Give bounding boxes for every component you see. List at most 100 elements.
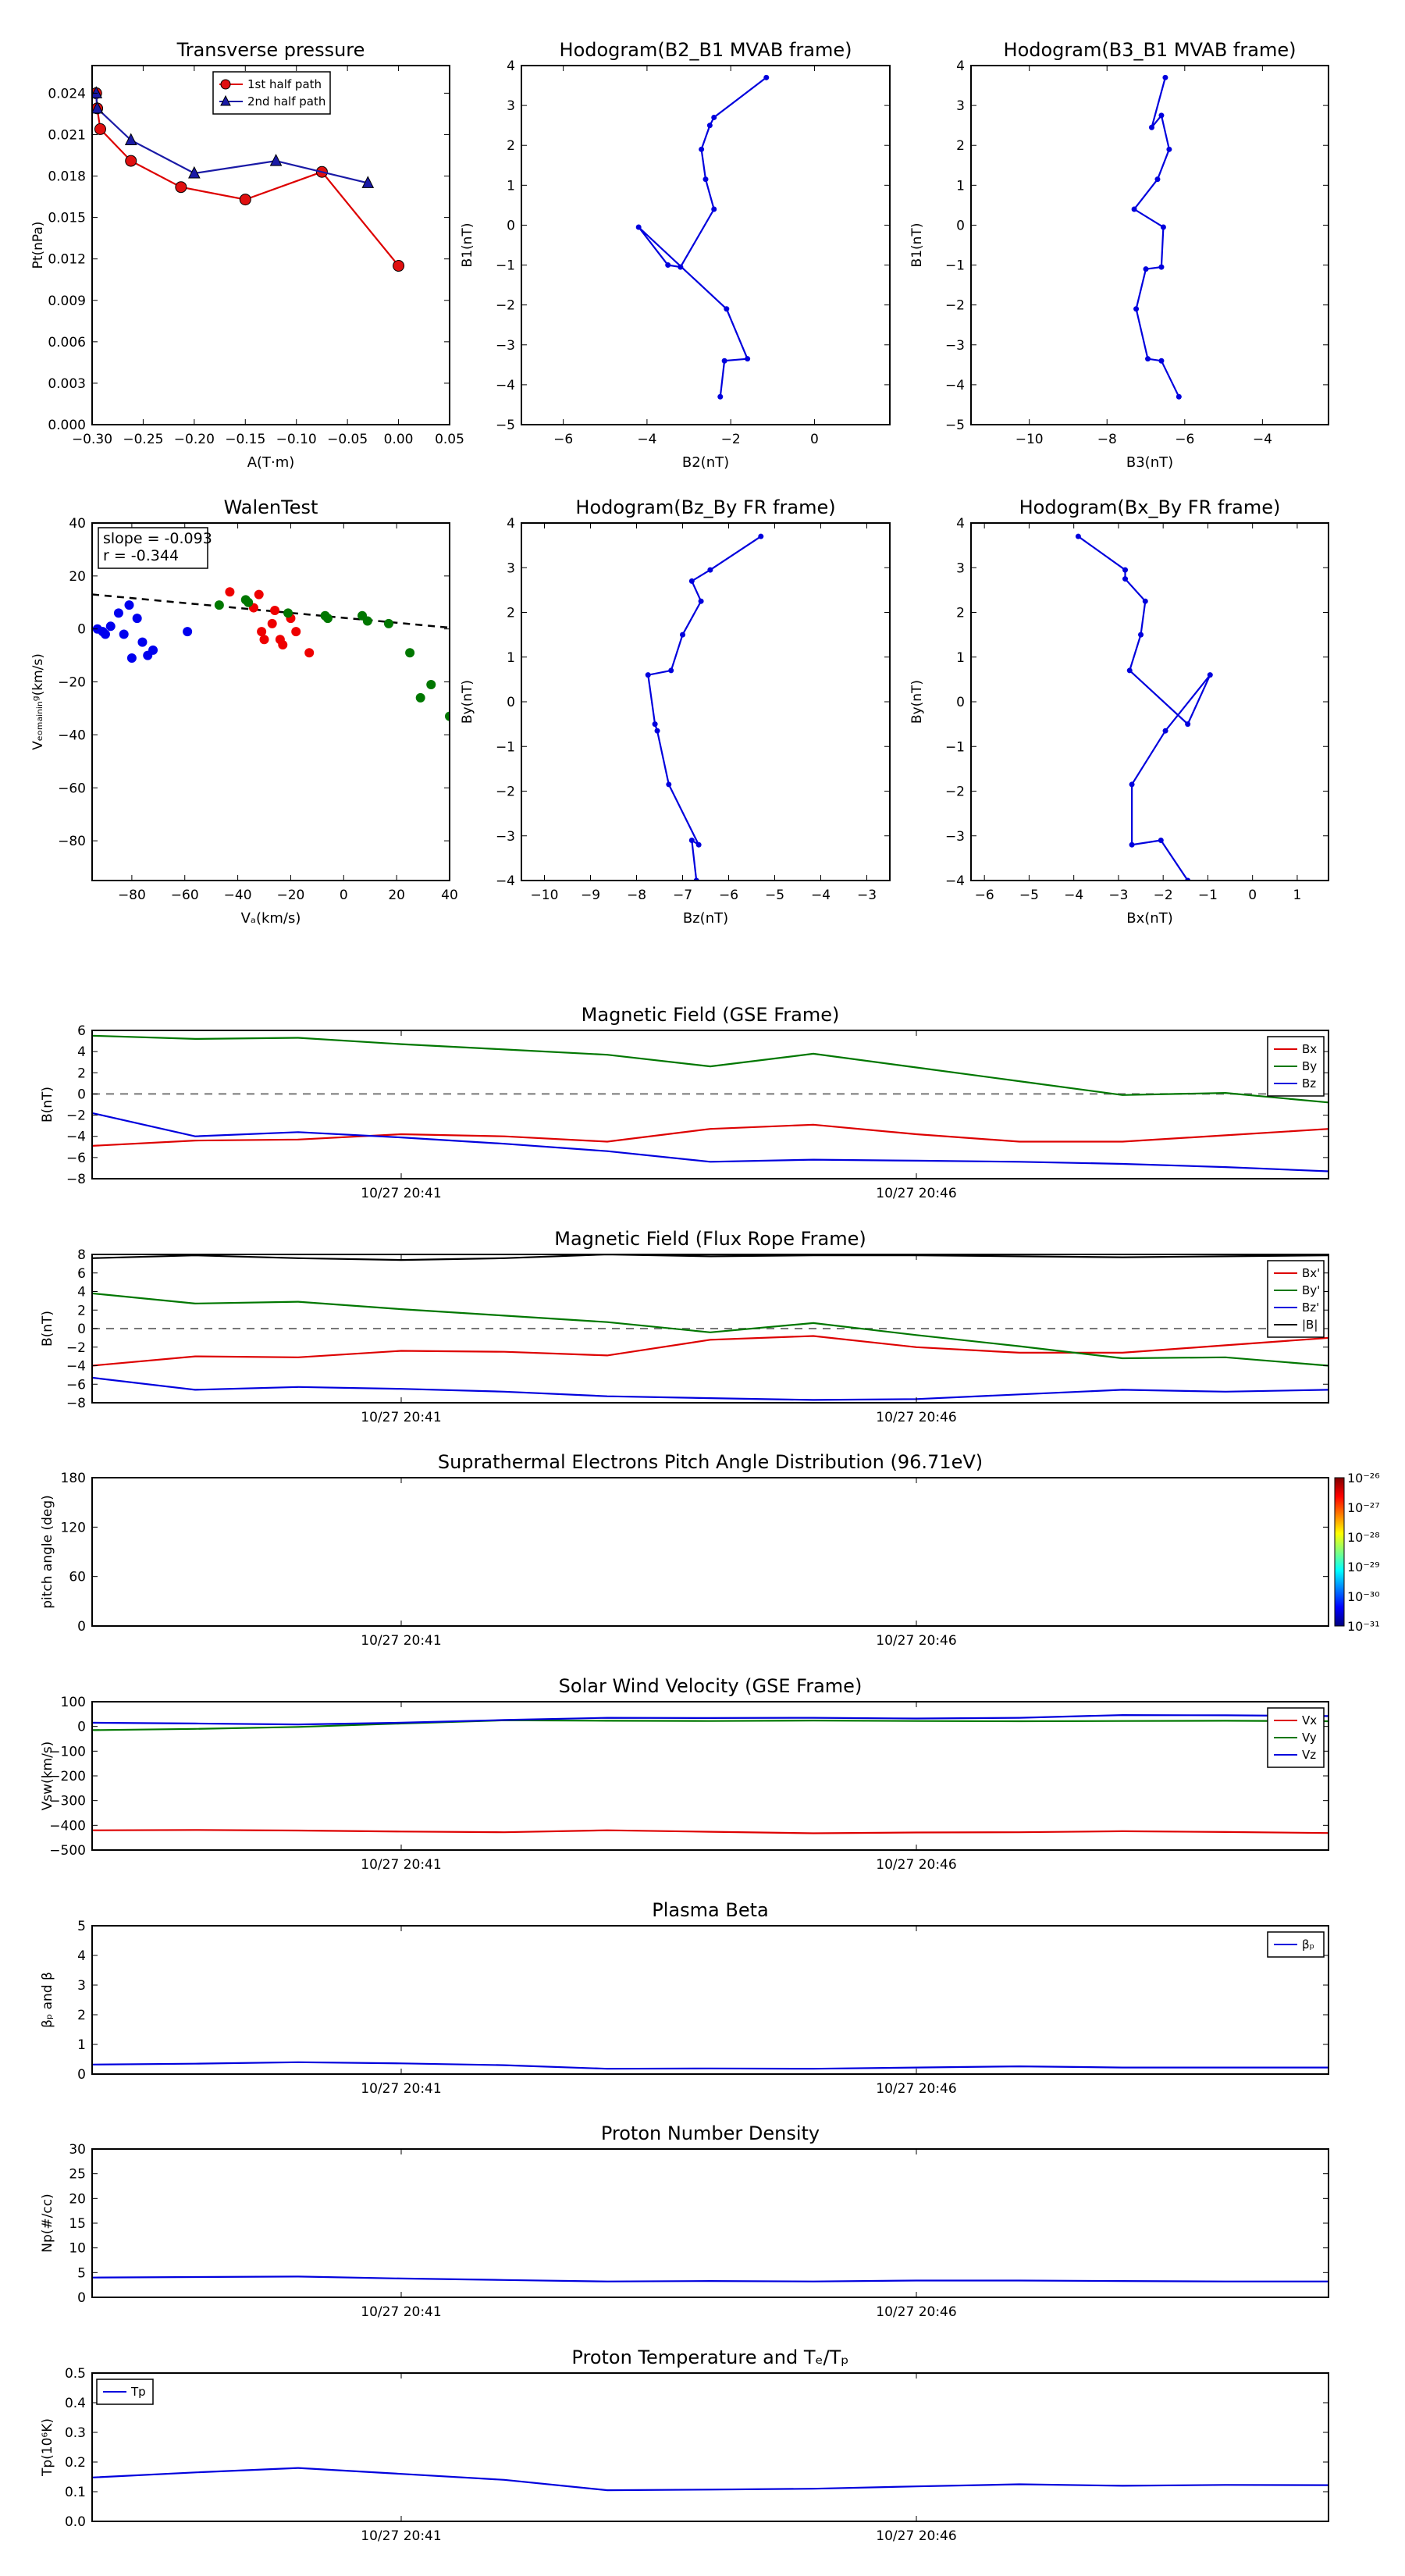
y-ticks: −8 −6 −4 −2 0 2 4 6 8	[66, 1247, 1329, 1411]
chart-title: Hodogram(B2_B1 MVAB frame)	[560, 39, 852, 61]
y-tick-label: 180	[61, 1471, 86, 1486]
scatter-point	[257, 627, 267, 637]
x-tick-label: −0.05	[327, 432, 368, 447]
scatter-point	[244, 597, 254, 607]
plot-frame	[91, 1477, 1329, 1627]
series-B3-B1	[1131, 74, 1182, 400]
series-βₚ	[92, 2061, 1329, 2070]
series-Bz	[92, 1112, 1329, 1172]
legend-label: By	[1302, 1059, 1317, 1073]
y-tick-label: 0.012	[48, 252, 86, 268]
colorbar-tick-label: 10⁻²⁹	[1347, 1560, 1380, 1574]
y-tick-label: 0	[507, 218, 515, 233]
legend-label: By'	[1302, 1283, 1320, 1297]
x-tick-label: −10	[531, 888, 559, 903]
x-tick-label: −4	[1064, 888, 1083, 903]
x-axis-label: Bx(nT)	[1126, 910, 1172, 927]
x-tick-label: 10/27 20:41	[361, 1410, 441, 1425]
x-axis-label: A(T·m)	[247, 454, 295, 471]
legend-label: Vx	[1302, 1713, 1317, 1727]
data-point	[758, 533, 764, 539]
y-tick-label: −300	[49, 1794, 86, 1809]
x-tick-label: 20	[388, 888, 405, 903]
scatter-point	[225, 587, 235, 597]
y-axis-label: Tp(10⁶K)	[40, 2418, 55, 2477]
scatter-point	[405, 648, 415, 658]
data-point	[680, 632, 685, 638]
scatter-point	[283, 608, 293, 618]
legend-item: Tp	[103, 2385, 146, 2399]
y-tick-label: −200	[49, 1769, 86, 1784]
data-point	[707, 567, 713, 573]
y-tick-label: −2	[496, 785, 515, 800]
series-line	[92, 1112, 1329, 1172]
y-tick-label: −60	[58, 781, 86, 796]
plot-area	[92, 1254, 1329, 1401]
y-tick-label: 0	[956, 695, 965, 710]
x-tick-label: −60	[171, 888, 199, 903]
x-tick-label: 40	[441, 888, 458, 903]
legend-item: Bz'	[1274, 1300, 1319, 1315]
x-tick-label: 10/27 20:41	[361, 1186, 441, 1201]
legend: Bx' By' Bz' |B|	[1267, 1260, 1325, 1338]
series-By	[92, 1034, 1329, 1104]
x-tick-label: 0	[810, 432, 819, 447]
data-point	[688, 837, 695, 843]
data-point	[1129, 841, 1135, 848]
data-point	[1160, 224, 1166, 230]
data-point	[1185, 721, 1191, 728]
data-point	[1122, 576, 1129, 582]
series-Bx-By	[1075, 533, 1213, 881]
x-tick-label: −0.30	[72, 432, 112, 447]
annotation-text: r = -0.344	[103, 547, 179, 564]
x-ticks: −80 −60 −40 −20 0 20 40	[118, 523, 458, 903]
y-tick-label: 4	[956, 516, 965, 532]
data-point	[1154, 176, 1161, 183]
chart-title: Hodogram(B3_B1 MVAB frame)	[1004, 39, 1297, 61]
colorbar-tick-label: 10⁻³¹	[1347, 1619, 1380, 1634]
x-ticks: −6 −4 −2 0	[553, 66, 819, 447]
y-tick-label: −2	[945, 785, 965, 800]
series-line	[92, 2467, 1329, 2492]
y-ticks: 0 1 2 3 4 5	[77, 1919, 1329, 2083]
y-tick-label: 0	[77, 1619, 86, 1635]
scatter-point	[100, 629, 110, 639]
y-tick-label: 0	[956, 218, 965, 233]
scatter-point	[148, 645, 158, 655]
y-axis-label: Pt(nPa)	[30, 222, 46, 269]
scatter-point	[132, 614, 142, 624]
scatter-point	[119, 629, 129, 639]
x-tick-label: −2	[721, 432, 741, 447]
data-point	[666, 781, 672, 788]
data-point	[699, 146, 705, 152]
series-line	[92, 1254, 1329, 1261]
y-tick-label: 0	[77, 1720, 86, 1735]
x-ticks: −10 −9 −8 −7 −6 −5 −4 −3	[531, 523, 877, 903]
data-point	[1207, 672, 1213, 678]
chart-mag-gse: Magnetic Field (GSE Frame) −8 −6 −4 −2 0 2 4 6 10…	[40, 1004, 1329, 1201]
x-tick-label: −7	[673, 888, 692, 903]
y-tick-label: 1	[507, 650, 515, 666]
legend-marker	[220, 79, 231, 90]
data-point	[1143, 266, 1149, 272]
chart-title: Transverse pressure	[176, 39, 365, 61]
colorbar-bar	[1334, 1477, 1345, 1627]
y-tick-label: 2	[77, 2008, 86, 2023]
chart-title: Suprathermal Electrons Pitch Angle Distr…	[438, 1451, 983, 1473]
series-line	[92, 1335, 1329, 1367]
y-tick-label: 4	[77, 1285, 86, 1300]
y-tick-label: 20	[69, 569, 86, 585]
scatter-point	[291, 627, 301, 637]
colorbar-tick-label: 10⁻³⁰	[1347, 1589, 1380, 1604]
y-tick-label: 0.024	[48, 86, 86, 101]
x-tick-label: 10/27 20:41	[361, 1857, 441, 1873]
legend-item: 2nd half path	[219, 94, 325, 109]
y-tick-label: −6	[66, 1151, 86, 1166]
y-tick-label: 0	[77, 622, 86, 638]
scatter-point	[267, 618, 277, 628]
y-tick-label: 10	[69, 2241, 86, 2257]
y-ticks: −500 −400 −300 −200 −100 0 100	[49, 1695, 1329, 1859]
y-ticks: −8 −6 −4 −2 0 2 4 6	[66, 1023, 1329, 1187]
data-point	[269, 153, 283, 166]
chart-proton-temp: Proton Temperature and Tₑ/Tₚ 0.0 0.1 0.2 0.3…	[40, 2347, 1329, 2544]
